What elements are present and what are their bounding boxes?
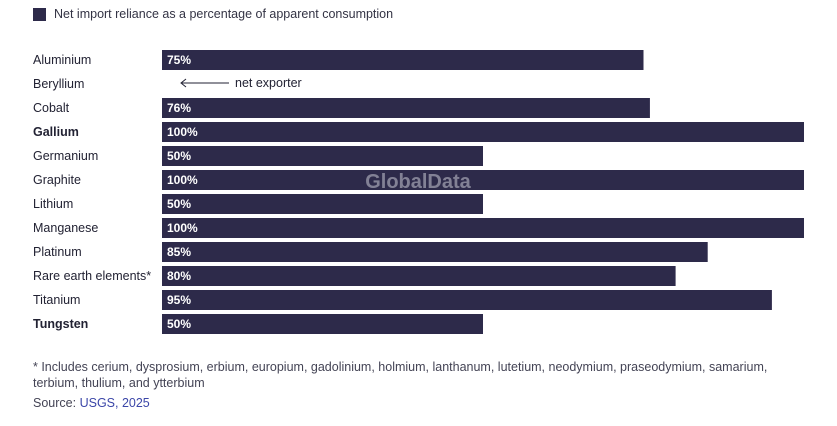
bar-value-label-platinum: 85%	[167, 245, 191, 259]
bar-manganese	[162, 218, 804, 238]
bar-platinum	[162, 242, 708, 262]
category-label-tungsten: Tungsten	[33, 317, 88, 331]
bar-titanium	[162, 290, 772, 310]
category-label-gallium: Gallium	[33, 125, 79, 139]
legend-label: Net import reliance as a percentage of a…	[54, 7, 394, 21]
bar-value-label-rare-earth-elements: 80%	[167, 269, 191, 283]
bar-value-label-lithium: 50%	[167, 197, 191, 211]
legend-swatch	[33, 7, 46, 21]
bar-rare-earth-elements	[162, 266, 676, 286]
category-label-manganese: Manganese	[33, 221, 98, 235]
source-link[interactable]: USGS, 2025	[79, 396, 150, 410]
category-label-titanium: Titanium	[33, 293, 80, 307]
bar-value-label-aluminium: 75%	[167, 53, 191, 67]
bar-aluminium	[162, 50, 644, 70]
footnote: * Includes cerium, dysprosium, erbium, e…	[33, 360, 768, 390]
source: Source: USGS, 2025	[33, 396, 150, 410]
bar-gallium	[162, 122, 804, 142]
category-label-cobalt: Cobalt	[33, 101, 70, 115]
bar-value-label-tungsten: 50%	[167, 317, 191, 331]
category-label-graphite: Graphite	[33, 173, 81, 187]
category-label-germanium: Germanium	[33, 149, 98, 163]
bar-germanium	[162, 146, 483, 166]
annotation-net-exporter: net exporter	[235, 76, 302, 90]
bar-cobalt	[162, 98, 650, 118]
bar-graphite	[162, 170, 804, 190]
category-label-lithium: Lithium	[33, 197, 73, 211]
legend: Net import reliance as a percentage of a…	[33, 7, 393, 21]
category-label-rare-earth-elements: Rare earth elements*	[33, 269, 151, 283]
net-exporter-arrow-icon	[180, 78, 229, 88]
bar-value-label-graphite: 100%	[167, 173, 198, 187]
category-label-platinum: Platinum	[33, 245, 82, 259]
bar-value-label-germanium: 50%	[167, 149, 191, 163]
bar-lithium	[162, 194, 483, 214]
bar-value-label-manganese: 100%	[167, 221, 198, 235]
bar-value-label-cobalt: 76%	[167, 101, 191, 115]
category-label-beryllium: Beryllium	[33, 77, 84, 91]
source-prefix: Source:	[33, 396, 77, 410]
bar-value-label-titanium: 95%	[167, 293, 191, 307]
bar-value-label-gallium: 100%	[167, 125, 198, 139]
bar-chart: Aluminium 75% Beryllium Cobalt 76% Gallium 100…	[33, 50, 804, 334]
bar-tungsten	[162, 314, 483, 334]
category-label-aluminium: Aluminium	[33, 53, 91, 67]
watermark: GlobalData	[365, 171, 471, 193]
